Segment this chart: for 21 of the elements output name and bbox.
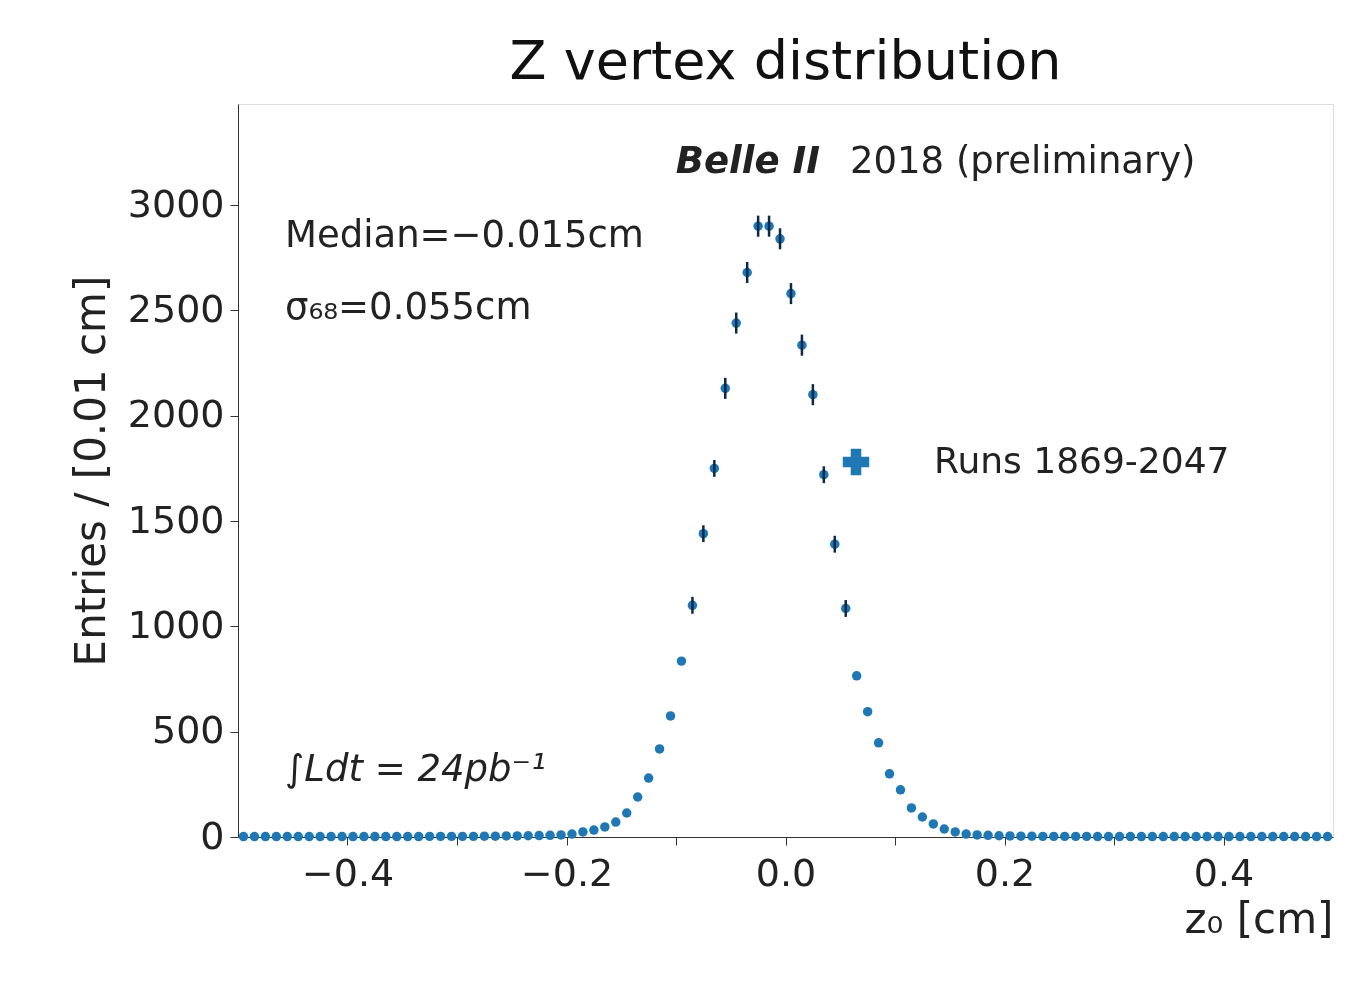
y-tick-label: 2000: [127, 392, 225, 437]
y-tick-label: 2500: [127, 286, 225, 331]
x-tick-label: −0.2: [520, 850, 614, 895]
annotation: ∫Ldt = 24pb⁻¹: [285, 747, 546, 790]
x-tick-label: −0.4: [301, 850, 395, 895]
y-tick-label: 3000: [127, 181, 225, 226]
annotation: 2018 (preliminary): [850, 139, 1196, 182]
x-tick-label: 0.0: [755, 850, 817, 895]
y-tick-label: 500: [151, 708, 225, 753]
x-tick-label: 0.2: [974, 850, 1036, 895]
annotation: Median=−0.015cm: [285, 213, 644, 256]
y-axis-title: Entries / [0.01 cm]: [65, 275, 115, 667]
legend-label: Runs 1869-2047: [934, 440, 1230, 481]
y-tick-label: 1000: [127, 602, 225, 647]
y-tick-label: 1500: [127, 497, 225, 542]
x-axis-title: z₀ [cm]: [1184, 893, 1334, 943]
y-tick-label: 0: [200, 813, 225, 858]
annotation: σ₆₈=0.055cm: [285, 285, 532, 328]
chart-title: Z vertex distribution: [509, 29, 1062, 92]
x-tick-label: 0.4: [1193, 850, 1255, 895]
annotation: Belle II: [675, 139, 820, 182]
